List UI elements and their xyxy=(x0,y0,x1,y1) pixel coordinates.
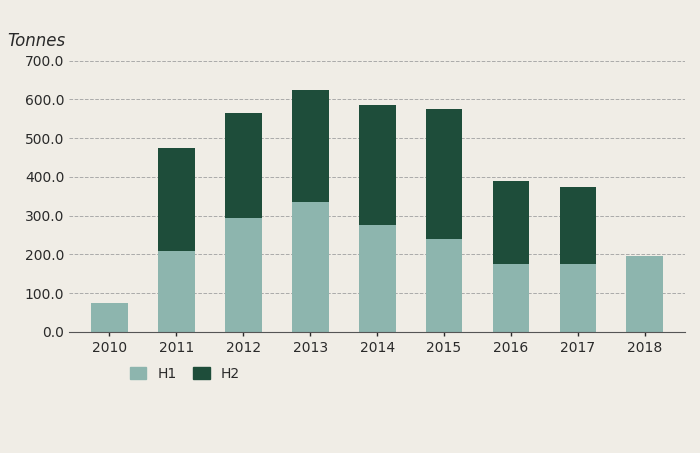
Bar xyxy=(358,225,396,332)
Bar xyxy=(292,90,328,202)
Bar xyxy=(559,264,596,332)
Bar xyxy=(493,181,529,264)
Bar xyxy=(358,105,396,225)
Bar xyxy=(426,239,463,332)
Bar xyxy=(158,148,195,251)
Bar xyxy=(158,251,195,332)
Text: Tonnes: Tonnes xyxy=(8,32,66,50)
Bar xyxy=(559,187,596,264)
Bar xyxy=(292,202,328,332)
Bar xyxy=(626,256,663,332)
Bar xyxy=(493,264,529,332)
Bar xyxy=(91,303,128,332)
Bar xyxy=(426,109,463,239)
Bar xyxy=(225,217,262,332)
Legend: H1, H2: H1, H2 xyxy=(125,362,244,385)
Bar xyxy=(225,113,262,217)
